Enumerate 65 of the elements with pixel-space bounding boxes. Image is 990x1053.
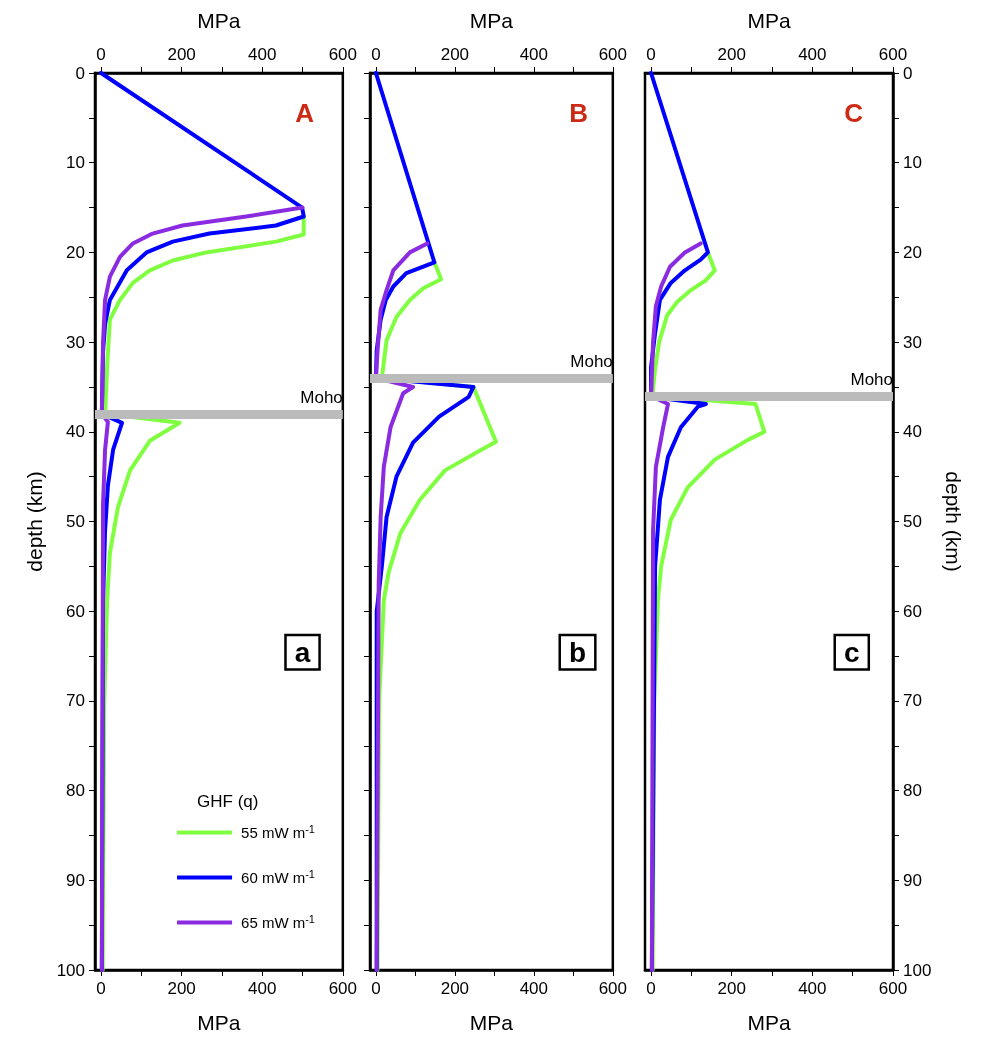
y2-tick-label: 50: [903, 512, 922, 531]
x-axis-title: MPa: [469, 1011, 514, 1034]
x2-tick-label: 200: [717, 45, 746, 64]
y2-tick-label: 20: [903, 242, 922, 262]
x-tick-label: 400: [248, 979, 277, 998]
y2-tick-label: 90: [903, 870, 922, 890]
y2-tick-label: 0: [903, 63, 913, 83]
y-tick-label: 90: [66, 870, 85, 890]
y2-tick-label: 60: [903, 601, 922, 621]
x-tick-label: 600: [328, 979, 358, 998]
y2-tick-label: 70: [903, 691, 922, 711]
y-tick-label: 50: [66, 512, 85, 531]
x-tick-label: 600: [598, 979, 628, 998]
x-tick-label: 0: [646, 979, 656, 998]
x2-tick-label: 400: [248, 45, 277, 64]
ref-line-label: Moho: [570, 351, 613, 371]
annotation: c: [843, 636, 860, 668]
x-tick-label: 600: [878, 979, 908, 998]
x2-tick-label: 0: [371, 45, 381, 64]
x2-tick-label: 200: [167, 45, 196, 64]
y2-tick-label: 40: [903, 422, 922, 442]
x2-tick-label: 600: [328, 45, 358, 64]
x2-axis-title: MPa: [197, 9, 241, 32]
x-tick-label: 400: [519, 979, 549, 998]
x-axis-title: MPa: [747, 1011, 791, 1034]
ref-line-label: Moho: [300, 387, 343, 407]
x2-tick-label: 200: [440, 45, 470, 64]
y2-tick-label: 80: [903, 781, 922, 801]
line-series: [649, 241, 703, 972]
x-tick-label: 200: [167, 979, 196, 998]
y-axis-title: depth (km): [23, 471, 46, 572]
x2-axis-title: MPa: [747, 9, 791, 32]
y-tick-label: 100: [56, 960, 85, 980]
ref-line-label: Moho: [850, 369, 893, 389]
y-tick-label: 20: [66, 242, 85, 262]
annotation: b: [568, 636, 587, 668]
y-tick-label: 30: [66, 332, 85, 352]
y2-tick-label: 30: [903, 332, 922, 352]
x2-tick-label: 400: [798, 45, 827, 64]
x2-axis-title: MPa: [469, 9, 514, 32]
y2-tick-label: 100: [903, 960, 932, 980]
y2-axis-title: depth (km): [942, 471, 965, 572]
x2-tick-label: 0: [96, 45, 106, 64]
y-tick-label: 10: [66, 153, 85, 173]
x2-tick-label: 600: [878, 45, 908, 64]
x-tick-label: 400: [798, 979, 827, 998]
annotation: a: [294, 636, 311, 668]
x-axis-title: MPa: [197, 1011, 241, 1034]
legend-title: GHF (q): [197, 792, 259, 811]
y-tick-label: 70: [66, 691, 85, 711]
annotation: A: [295, 98, 315, 128]
annotation: C: [844, 98, 864, 128]
y2-tick-label: 10: [903, 153, 922, 173]
y-tick-label: 60: [66, 601, 85, 621]
annotation: B: [569, 98, 588, 128]
x2-tick-label: 0: [646, 45, 656, 64]
y-tick-label: 80: [66, 781, 85, 801]
x-tick-label: 200: [717, 979, 746, 998]
y-tick-label: 40: [66, 422, 85, 442]
x-tick-label: 0: [96, 979, 106, 998]
x-tick-label: 200: [440, 979, 470, 998]
x2-tick-label: 400: [519, 45, 549, 64]
y-tick-label: 0: [75, 63, 85, 83]
x2-tick-label: 600: [598, 45, 628, 64]
x-tick-label: 0: [371, 979, 381, 998]
